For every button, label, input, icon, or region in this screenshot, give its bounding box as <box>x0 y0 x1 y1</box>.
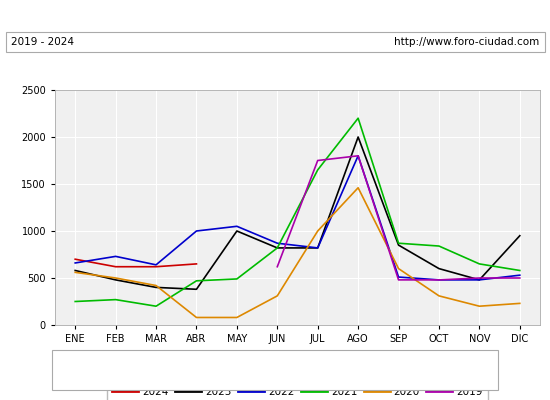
Text: 2019 - 2024: 2019 - 2024 <box>11 37 74 47</box>
Text: Evolucion Nº Turistas Nacionales en el municipio de Laguna de Negrillos: Evolucion Nº Turistas Nacionales en el m… <box>4 10 546 22</box>
Legend: 2024, 2023, 2022, 2021, 2020, 2019: 2024, 2023, 2022, 2021, 2020, 2019 <box>107 382 488 400</box>
Text: http://www.foro-ciudad.com: http://www.foro-ciudad.com <box>394 37 539 47</box>
